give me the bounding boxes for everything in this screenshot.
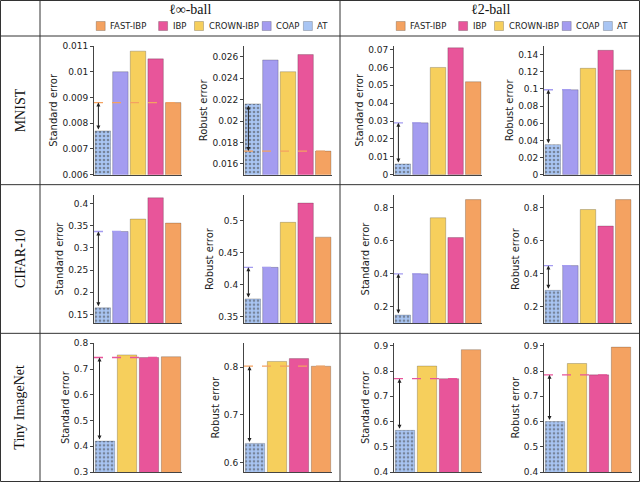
svg-text:Robust error: Robust error	[198, 79, 209, 142]
svg-text:0.06: 0.06	[368, 63, 388, 73]
svg-text:0.4: 0.4	[374, 269, 389, 279]
svg-text:0.8: 0.8	[374, 203, 389, 213]
svg-text:0.5: 0.5	[524, 442, 538, 452]
svg-text:0.8: 0.8	[524, 203, 539, 213]
svg-text:Robust error: Robust error	[510, 227, 521, 290]
svg-text:0.01: 0.01	[368, 152, 388, 162]
svg-text:0.018: 0.018	[212, 138, 238, 148]
svg-text:CIFAR-10: CIFAR-10	[13, 229, 28, 288]
svg-text:0.7: 0.7	[224, 410, 238, 420]
svg-text:0.6: 0.6	[524, 417, 539, 427]
svg-text:0.006: 0.006	[62, 170, 88, 180]
svg-text:0.7: 0.7	[524, 391, 538, 401]
svg-text:0.6: 0.6	[224, 458, 239, 468]
svg-text:0.25: 0.25	[68, 265, 88, 275]
svg-text:Standard error: Standard error	[48, 73, 59, 147]
svg-text:CROWN-IBP: CROWN-IBP	[209, 21, 259, 31]
svg-text:0.04: 0.04	[518, 136, 538, 146]
svg-text:0.6: 0.6	[524, 236, 539, 246]
svg-text:0.7: 0.7	[74, 364, 88, 374]
svg-text:IBP: IBP	[473, 21, 486, 31]
svg-text:MNIST: MNIST	[13, 88, 28, 132]
svg-text:ℓ∞-ball: ℓ∞-ball	[169, 2, 211, 17]
svg-text:0.4: 0.4	[524, 467, 539, 477]
svg-text:0.4: 0.4	[74, 441, 89, 451]
svg-text:0.024: 0.024	[212, 73, 238, 83]
svg-text:0.01: 0.01	[68, 67, 88, 77]
svg-text:Tiny ImageNet: Tiny ImageNet	[12, 365, 27, 450]
svg-text:0.3: 0.3	[74, 243, 88, 253]
svg-text:0.009: 0.009	[62, 93, 88, 103]
svg-text:AT: AT	[317, 21, 328, 31]
svg-text:0.02: 0.02	[368, 134, 388, 144]
svg-text:Robust error: Robust error	[210, 376, 221, 439]
svg-text:0.5: 0.5	[74, 416, 88, 426]
svg-text:0.016: 0.016	[212, 159, 238, 169]
svg-text:0: 0	[382, 170, 388, 180]
svg-text:0.9: 0.9	[524, 341, 539, 351]
svg-text:0.1: 0.1	[524, 84, 538, 94]
svg-text:FAST-IBP: FAST-IBP	[110, 21, 146, 31]
svg-text:0.06: 0.06	[518, 118, 538, 128]
svg-text:0.35: 0.35	[218, 312, 238, 322]
svg-text:0.4: 0.4	[374, 467, 389, 477]
svg-text:IBP: IBP	[173, 21, 186, 31]
svg-text:0.4: 0.4	[224, 280, 239, 290]
svg-text:0.8: 0.8	[74, 338, 89, 348]
svg-text:0.6: 0.6	[374, 417, 389, 427]
svg-text:0.8: 0.8	[224, 362, 239, 372]
svg-text:0.12: 0.12	[518, 67, 538, 77]
svg-text:ℓ2-ball: ℓ2-ball	[471, 2, 510, 17]
svg-text:0.5: 0.5	[224, 216, 238, 226]
svg-text:0.14: 0.14	[518, 50, 538, 60]
svg-text:Standard error: Standard error	[360, 370, 371, 444]
svg-text:0.007: 0.007	[62, 144, 88, 154]
svg-text:0.4: 0.4	[74, 199, 89, 209]
svg-text:AT: AT	[617, 21, 628, 31]
svg-text:0.02: 0.02	[218, 116, 238, 126]
svg-text:0.2: 0.2	[524, 302, 538, 312]
svg-text:0.7: 0.7	[374, 391, 388, 401]
svg-text:0.02: 0.02	[518, 153, 538, 163]
svg-text:Standard error: Standard error	[360, 222, 371, 296]
svg-text:FAST-IBP: FAST-IBP	[410, 21, 446, 31]
svg-text:0.022: 0.022	[212, 95, 238, 105]
svg-text:0.3: 0.3	[74, 467, 88, 477]
svg-text:0.15: 0.15	[68, 310, 88, 320]
svg-text:0.35: 0.35	[68, 221, 88, 231]
svg-text:0.8: 0.8	[524, 366, 539, 376]
svg-text:CROWN-IBP: CROWN-IBP	[509, 21, 559, 31]
svg-text:0.08: 0.08	[518, 101, 538, 111]
svg-text:0.6: 0.6	[74, 390, 89, 400]
svg-text:0.2: 0.2	[74, 287, 88, 297]
svg-text:0.07: 0.07	[368, 45, 388, 55]
svg-text:0: 0	[532, 170, 538, 180]
svg-text:Standard error: Standard error	[354, 73, 365, 147]
svg-text:0.03: 0.03	[368, 116, 388, 126]
svg-text:COAP: COAP	[276, 21, 299, 31]
svg-text:0.2: 0.2	[374, 302, 388, 312]
svg-text:Robust error: Robust error	[504, 79, 515, 142]
svg-text:0.9: 0.9	[374, 341, 389, 351]
svg-text:Robust error: Robust error	[510, 376, 521, 439]
svg-text:0.4: 0.4	[524, 269, 539, 279]
svg-text:0.5: 0.5	[374, 442, 388, 452]
svg-text:Robust error: Robust error	[204, 227, 215, 290]
svg-text:0.008: 0.008	[62, 118, 88, 128]
svg-text:Standard error: Standard error	[54, 222, 65, 296]
svg-text:Standard error: Standard error	[60, 370, 71, 444]
svg-text:0.05: 0.05	[368, 80, 388, 90]
svg-text:0.04: 0.04	[368, 98, 388, 108]
svg-text:0.026: 0.026	[212, 52, 238, 62]
svg-text:0.6: 0.6	[374, 236, 389, 246]
svg-text:0.011: 0.011	[62, 41, 88, 51]
svg-text:0.8: 0.8	[374, 366, 389, 376]
svg-text:COAP: COAP	[576, 21, 599, 31]
svg-text:0.45: 0.45	[218, 248, 238, 258]
